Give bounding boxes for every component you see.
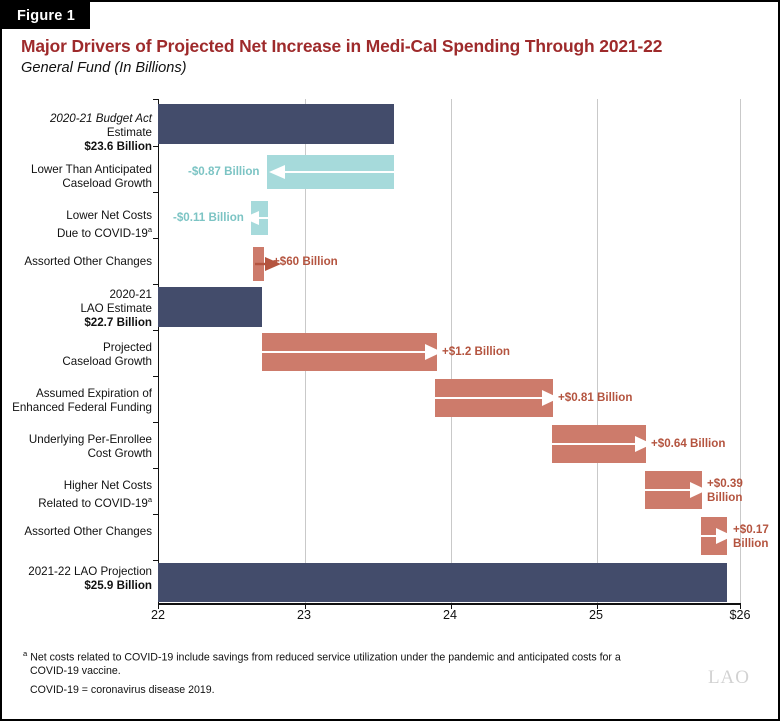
lao-logo: LAO bbox=[707, 667, 750, 688]
label-text: Underlying Per-Enrollee bbox=[28, 433, 152, 446]
label-text: 2020-21 Budget Act bbox=[49, 112, 152, 125]
footnote-line2: COVID-19 vaccine. bbox=[30, 664, 121, 677]
page-title: Major Drivers of Projected Net Increase … bbox=[21, 36, 663, 56]
ytick-8 bbox=[153, 468, 159, 470]
category-label-budget-act-estimate: 2020-21 Budget Act Estimate $23.6 Billio… bbox=[2, 112, 152, 154]
label-text: 2021-22 LAO Projection bbox=[28, 565, 152, 578]
value-label-higher-net-costs-covid: +$0.39 Billion bbox=[707, 477, 743, 504]
value-label-line1: +$0.17 bbox=[733, 523, 769, 536]
bar-lao-projection-2021-22 bbox=[158, 563, 727, 602]
y-axis-line bbox=[158, 99, 159, 603]
label-text: Lower Than Anticipated bbox=[31, 163, 152, 176]
bar-assorted-other-changes-1 bbox=[253, 247, 264, 281]
gridline-25 bbox=[596, 99, 598, 603]
xtick-22 bbox=[158, 603, 159, 609]
xtick-label-22: 22 bbox=[150, 608, 165, 622]
footnote-a: a Net costs related to COVID-19 include … bbox=[23, 647, 663, 678]
xtick-24 bbox=[450, 603, 452, 609]
label-text: Lower Net Costs bbox=[66, 209, 152, 222]
category-label-assorted-other-changes-1: Assorted Other Changes bbox=[2, 255, 152, 269]
xtick-label-25: 25 bbox=[588, 608, 603, 622]
ytick-2 bbox=[153, 192, 159, 194]
category-label-underlying-per-enrollee-cost-growth: Underlying Per-Enrollee Cost Growth bbox=[2, 433, 152, 461]
label-text: Enhanced Federal Funding bbox=[12, 401, 152, 414]
footnote-line1: Net costs related to COVID-19 include sa… bbox=[30, 651, 621, 664]
ytick-3 bbox=[153, 238, 159, 240]
xtick-26 bbox=[739, 603, 741, 609]
label-text: Caseload Growth bbox=[62, 355, 152, 368]
xtick-label-23: 23 bbox=[296, 608, 311, 622]
label-text: Estimate bbox=[106, 126, 152, 139]
ytick-9 bbox=[153, 514, 159, 516]
category-label-lower-caseload-growth: Lower Than Anticipated Caseload Growth bbox=[2, 163, 152, 191]
gridline-26 bbox=[739, 99, 741, 603]
label-text: Related to COVID-19a bbox=[38, 495, 152, 510]
ytick-6 bbox=[153, 376, 159, 378]
value-label-line2: Billion bbox=[707, 490, 743, 504]
value-label-assorted-other-changes-2: +$0.17 Billion bbox=[733, 523, 769, 550]
category-label-higher-net-costs-covid: Higher Net Costs Related to COVID-19a bbox=[2, 479, 152, 511]
page-subtitle: General Fund (In Billions) bbox=[21, 60, 187, 76]
bar-lao-estimate-2020-21 bbox=[158, 287, 262, 327]
category-label-projected-caseload-growth: Projected Caseload Growth bbox=[2, 341, 152, 369]
category-label-assorted-other-changes-2: Assorted Other Changes bbox=[2, 525, 152, 539]
label-text: Projected bbox=[103, 341, 152, 354]
label-text: LAO Estimate bbox=[80, 302, 152, 315]
ytick-4 bbox=[153, 284, 159, 286]
value-label-line1: +$0.39 bbox=[707, 477, 743, 490]
bar-projected-caseload-growth bbox=[262, 333, 437, 371]
value-label-assumed-expiration-federal-funding: +$0.81 Billion bbox=[558, 391, 633, 404]
bar-higher-net-costs-covid bbox=[645, 471, 702, 509]
value-label-underlying-per-enrollee-cost-growth: +$0.64 Billion bbox=[651, 437, 726, 450]
footnote-marker: a bbox=[23, 649, 28, 658]
label-text: Assorted Other Changes bbox=[24, 525, 152, 538]
label-text: 2020-21 bbox=[109, 288, 152, 301]
figure-tag: Figure 1 bbox=[2, 2, 90, 29]
ytick-7 bbox=[153, 422, 159, 424]
category-label-assumed-expiration-federal-funding: Assumed Expiration of Enhanced Federal F… bbox=[2, 387, 152, 415]
value-label-assorted-other-changes-1: +$60 Billion bbox=[273, 255, 338, 268]
bar-lower-caseload-growth bbox=[267, 155, 394, 189]
label-value: $25.9 Billion bbox=[84, 579, 152, 592]
ytick-0 bbox=[153, 99, 159, 101]
xtick-25 bbox=[596, 603, 598, 609]
gridline-24 bbox=[450, 99, 452, 603]
xtick-label-24: 24 bbox=[442, 608, 457, 622]
ytick-10 bbox=[153, 560, 159, 562]
xtick-label-26: $26 bbox=[729, 608, 751, 622]
value-label-lower-net-costs-covid: -$0.11 Billion bbox=[173, 211, 244, 224]
label-text: Assumed Expiration of bbox=[36, 387, 152, 400]
bar-budget-act-estimate bbox=[158, 104, 394, 144]
label-text: Higher Net Costs bbox=[63, 479, 152, 492]
xtick-23 bbox=[304, 603, 306, 609]
label-text: Caseload Growth bbox=[62, 177, 152, 190]
footnote-abbrev: COVID-19 = coronavirus disease 2019. bbox=[30, 684, 215, 696]
category-label-lower-net-costs-covid: Lower Net Costs Due to COVID-19a bbox=[2, 209, 152, 241]
value-label-line2: Billion bbox=[733, 536, 769, 550]
bar-assumed-expiration-federal-funding bbox=[435, 379, 553, 417]
label-text: Assorted Other Changes bbox=[24, 255, 152, 268]
label-text: Due to COVID-19a bbox=[56, 225, 152, 240]
bar-lower-net-costs-covid bbox=[251, 201, 268, 235]
bar-assorted-other-changes-2 bbox=[701, 517, 727, 555]
x-axis-line bbox=[158, 603, 741, 605]
label-text: Cost Growth bbox=[87, 447, 152, 460]
category-label-lao-estimate-2020-21: 2020-21 LAO Estimate $22.7 Billion bbox=[2, 288, 152, 330]
category-label-lao-projection-2021-22: 2021-22 LAO Projection $25.9 Billion bbox=[2, 565, 152, 593]
value-label-projected-caseload-growth: +$1.2 Billion bbox=[442, 345, 510, 358]
label-value: $23.6 Billion bbox=[84, 140, 152, 153]
value-label-lower-caseload-growth: -$0.87 Billion bbox=[188, 165, 260, 178]
label-value: $22.7 Billion bbox=[84, 316, 152, 329]
bar-underlying-per-enrollee-cost-growth bbox=[552, 425, 646, 463]
ytick-1 bbox=[153, 146, 159, 148]
ytick-5 bbox=[153, 330, 159, 332]
